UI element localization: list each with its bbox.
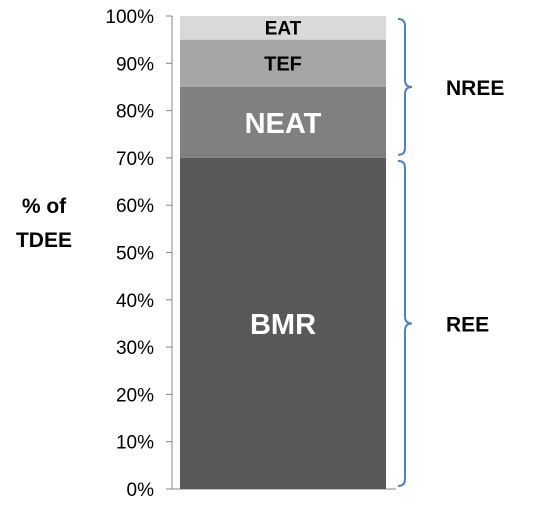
segment-label-tef: TEF — [264, 54, 302, 76]
y-axis: 0% 10% 20% 30% 40% 50% 60% 70% 80% 90% 100% — [105, 7, 396, 501]
brace-ree — [397, 159, 413, 487]
y-tick-label: 20% — [116, 385, 154, 406]
y-tick-label: 60% — [116, 196, 154, 217]
y-tick-label: 70% — [116, 149, 154, 170]
y-tick-label: 40% — [116, 291, 154, 312]
y-tick-label: 80% — [116, 102, 154, 123]
segment-neat — [180, 86, 386, 158]
braces: NREE REE — [397, 18, 504, 487]
brace-label-ree: REE — [446, 313, 489, 336]
y-tick-label: 30% — [116, 338, 154, 359]
y-tick-label: 50% — [116, 244, 154, 265]
segment-label-eat: EAT — [265, 19, 302, 40]
y-tick-label: 0% — [127, 480, 155, 501]
brace-label-nree: NREE — [446, 77, 504, 100]
segment-bmr — [180, 157, 386, 489]
y-axis-title-line-2: TDEE — [16, 229, 72, 252]
y-axis-title: % of TDEE — [16, 195, 72, 252]
y-tick-label: 100% — [105, 7, 154, 28]
segment-tef — [180, 39, 386, 87]
y-tick-label: 10% — [116, 433, 154, 454]
segment-label-neat: NEAT — [245, 108, 322, 140]
y-tick-label: 90% — [116, 54, 154, 75]
stacked-bar: BMR NEAT TEF EAT — [180, 16, 386, 489]
segment-eat — [180, 16, 386, 40]
brace-nree — [397, 18, 413, 156]
y-axis-title-line-1: % of — [22, 195, 67, 218]
segment-label-bmr: BMR — [250, 309, 316, 341]
